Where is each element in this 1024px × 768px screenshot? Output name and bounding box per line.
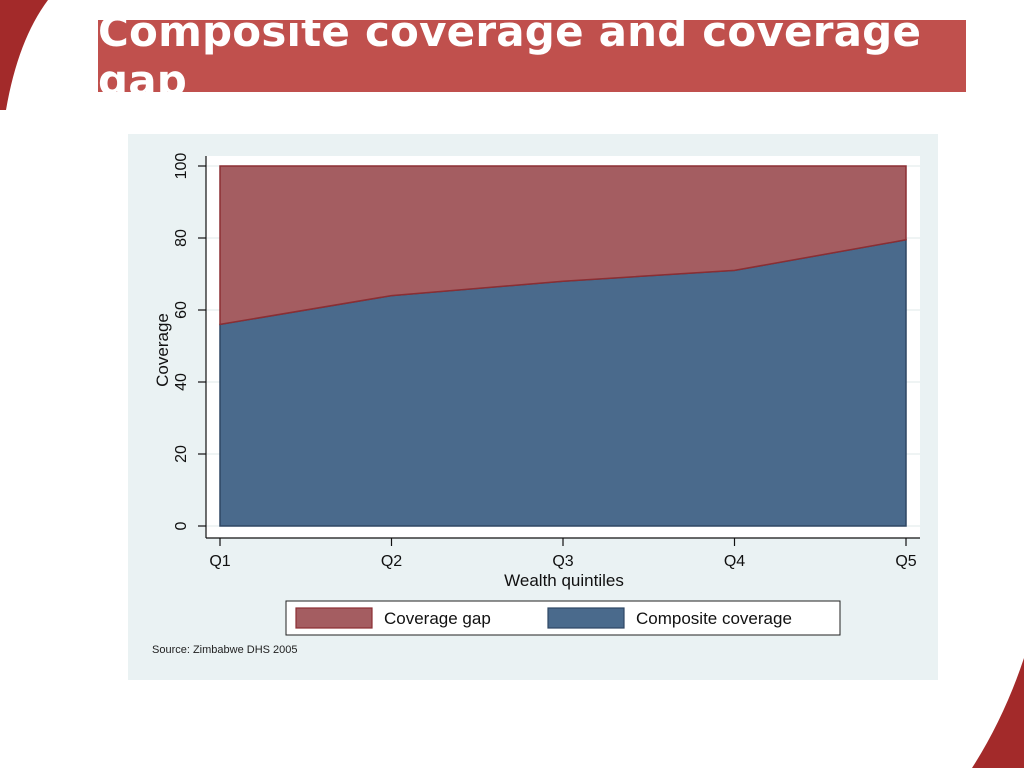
legend: Coverage gap Composite coverage — [285, 600, 841, 636]
chart-panel: 0 20 40 60 80 100 Q1 Q2 Q3 Q4 Q5 Coverage Wealth … — [128, 134, 938, 680]
y-axis: 0 20 40 60 80 100 — [173, 153, 207, 538]
area-series — [219, 165, 907, 527]
x-axis: Q1 Q2 Q3 Q4 Q5 — [206, 537, 920, 570]
slide-title: Composite coverage and coverage gap — [98, 7, 922, 105]
area-coverage-gap — [219, 165, 907, 326]
y-axis-label: Coverage — [153, 313, 172, 387]
x-tick-label: Q5 — [895, 553, 916, 570]
corner-decoration-bottom-right — [972, 658, 1024, 768]
x-tick-label: Q4 — [724, 553, 745, 570]
y-tick-label: 60 — [173, 301, 190, 319]
y-tick-label: 20 — [173, 445, 190, 463]
x-tick-label: Q1 — [209, 553, 230, 570]
legend-swatch-coverage-gap — [295, 607, 373, 629]
y-tick-label: 0 — [173, 521, 190, 530]
x-axis-label: Wealth quintiles — [504, 571, 624, 590]
source-note: Source: Zimbabwe DHS 2005 — [152, 644, 298, 656]
area-chart: 0 20 40 60 80 100 Q1 Q2 Q3 Q4 Q5 Coverage Wealth … — [153, 153, 920, 636]
x-tick-label: Q2 — [381, 553, 402, 570]
corner-decoration-top-left — [0, 0, 48, 110]
y-tick-label: 100 — [173, 153, 190, 180]
legend-swatch-composite-coverage — [547, 607, 625, 629]
legend-label-composite-coverage: Composite coverage — [636, 609, 792, 628]
title-banner: Composite coverage and coverage gap — [98, 7, 966, 105]
x-tick-label: Q3 — [552, 553, 573, 570]
y-tick-label: 80 — [173, 229, 190, 247]
y-tick-label: 40 — [173, 373, 190, 391]
legend-label-coverage-gap: Coverage gap — [384, 609, 491, 628]
